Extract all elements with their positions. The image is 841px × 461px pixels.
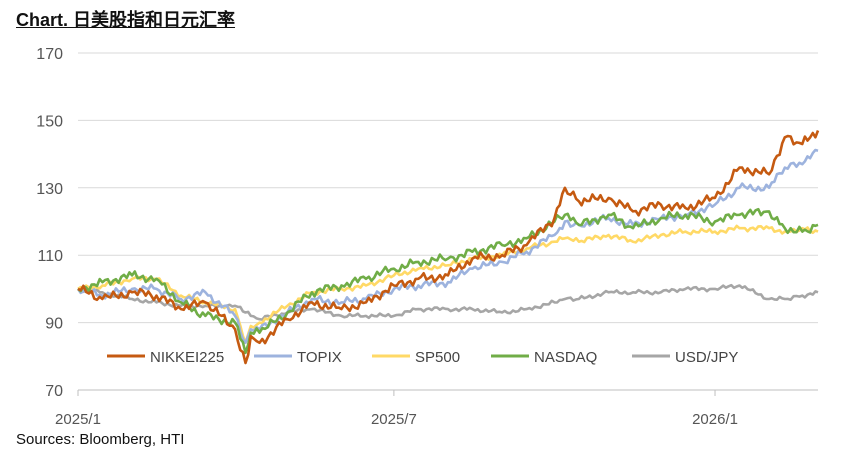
x-axis: 2025/1 2025/7 2026/1 <box>55 389 818 428</box>
legend-label: USD/JPY <box>675 349 738 366</box>
source-note: Sources: Bloomberg, HTI <box>16 431 185 448</box>
series-line-usd-jpy <box>77 283 819 321</box>
chart-title: Chart. 日美股指和日元汇率 <box>16 10 236 30</box>
x-tick-label: 2026/1 <box>692 411 738 428</box>
y-tick-label: 130 <box>36 181 63 198</box>
x-tick-label: 2025/1 <box>55 411 101 428</box>
grid-layer <box>78 52 818 324</box>
y-tick-label: 150 <box>36 113 63 130</box>
legend-label: NIKKEI225 <box>150 349 224 366</box>
y-tick-label: 170 <box>36 46 63 63</box>
legend-label: TOPIX <box>297 349 342 366</box>
x-tick-label: 2025/7 <box>371 411 417 428</box>
y-tick-label: 110 <box>37 248 63 265</box>
legend: NIKKEI225 TOPIX SP500 NASDAQ USD/JPY <box>107 349 738 366</box>
y-axis-ticks: 70 90 110 130 150 170 <box>36 46 63 400</box>
series-line-nikkei225 <box>77 130 820 365</box>
y-tick-label: 70 <box>45 383 63 400</box>
series-line-nasdaq <box>77 207 819 355</box>
series-layer <box>76 130 820 365</box>
y-tick-label: 90 <box>45 316 63 333</box>
legend-label: SP500 <box>415 349 460 366</box>
series-line-topix <box>76 148 819 345</box>
legend-label: NASDAQ <box>534 349 597 366</box>
